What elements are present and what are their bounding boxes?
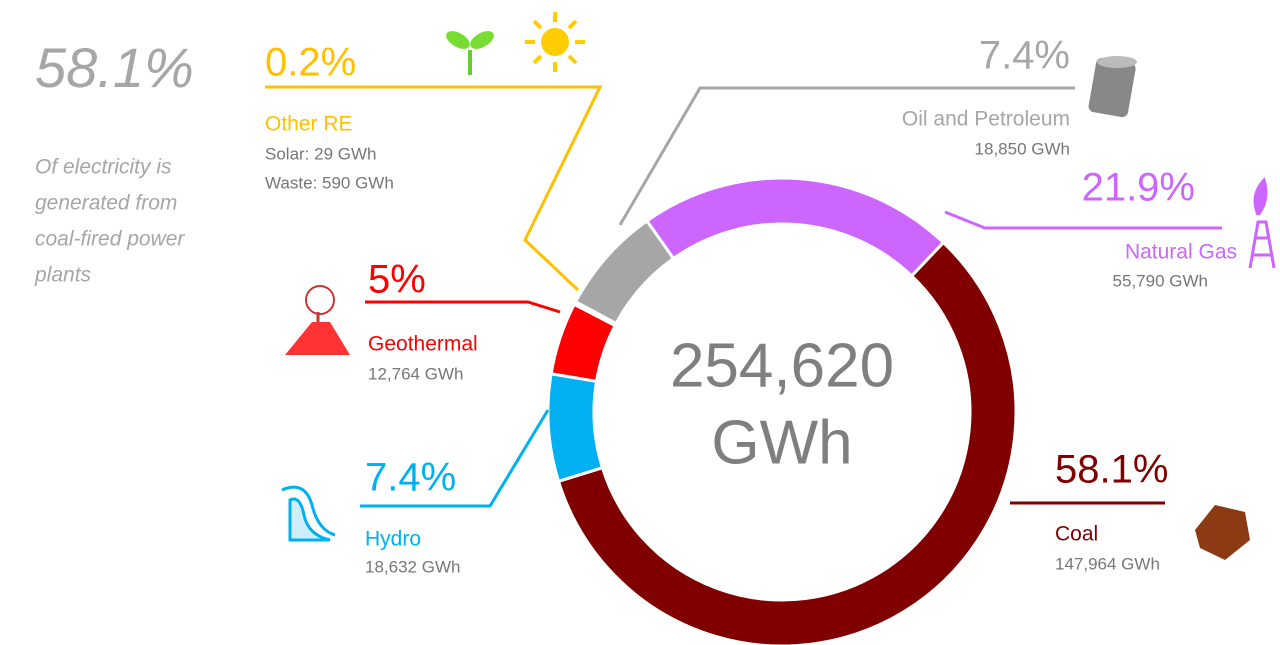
donut-segment: [644, 176, 946, 278]
center-value: 254,620: [670, 331, 894, 400]
barrel-icon: [1088, 56, 1137, 118]
detail-label: Solar: 29 GWh: [265, 144, 377, 163]
detail-label: 12,764 GWh: [368, 364, 463, 383]
donut-segment: [546, 372, 605, 484]
leader-line: [944, 210, 1222, 230]
leader-line: [618, 86, 1075, 226]
detail-label: 55,790 GWh: [1113, 271, 1208, 290]
category-label: Hydro: [365, 528, 421, 551]
water-icon: [281, 485, 336, 542]
category-label: Other RE: [265, 113, 353, 136]
percent-label: 7.4%: [365, 456, 456, 500]
center-unit: GWh: [711, 408, 852, 477]
category-label: Natural Gas: [1125, 241, 1237, 264]
highlight: 58.1%: [35, 36, 194, 99]
detail-label: 18,632 GWh: [365, 557, 460, 576]
note: generated from: [35, 192, 177, 215]
detail-label: 147,964 GWh: [1055, 554, 1160, 573]
detail-label: Waste: 590 GWh: [265, 173, 394, 192]
percent-label: 0.2%: [265, 41, 356, 85]
percent-label: 7.4%: [979, 34, 1070, 78]
percent-label: 58.1%: [1055, 448, 1168, 492]
category-label: Oil and Petroleum: [902, 108, 1070, 131]
detail-label: 18,850 GWh: [975, 139, 1070, 158]
note: coal-fired power: [35, 228, 185, 251]
category-label: Geothermal: [368, 333, 478, 356]
volcano-icon: [285, 285, 350, 355]
percent-label: 5%: [368, 258, 426, 302]
note: plants: [34, 264, 92, 287]
sun-icon: [525, 12, 585, 72]
plant-icon: [446, 31, 494, 75]
percent-label: 21.9%: [1082, 166, 1195, 210]
gas-icon: [1248, 177, 1276, 269]
leader-line: [265, 85, 603, 292]
leader-line: [365, 300, 561, 314]
note: Of electricity is: [35, 156, 172, 179]
leader-line: [360, 409, 550, 508]
coal-icon: [1195, 505, 1250, 560]
donut-segment: [556, 240, 1018, 645]
category-label: Coal: [1055, 523, 1098, 546]
